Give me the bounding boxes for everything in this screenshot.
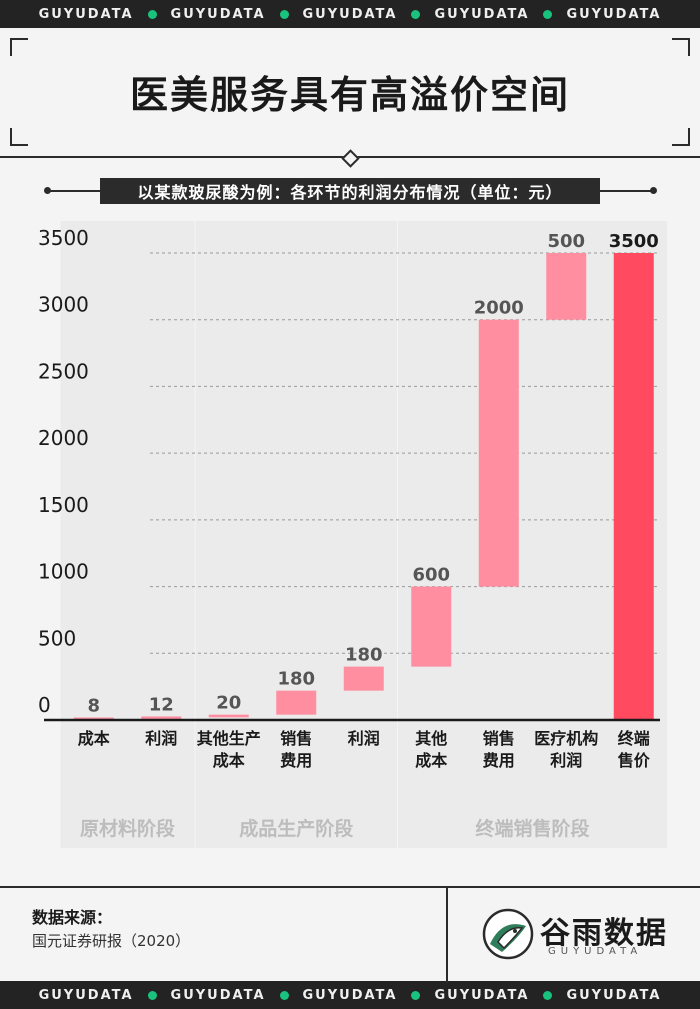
x-tick-label: 售价 [618,751,651,770]
corner-decoration [672,128,690,146]
x-tick-label: 销售 [280,729,312,748]
green-dot-icon [543,990,553,1000]
brand-strip-top: GUYUDATA GUYUDATA GUYUDATA GUYUDATA GUYUDATA [0,0,700,28]
waterfall-bar [141,716,182,719]
bar-value-label: 8 [87,696,100,717]
y-tick-label: 0 [38,693,51,717]
waterfall-bar [613,253,654,720]
brand-word: GUYUDATA [170,987,266,1003]
corner-decoration [10,128,28,146]
bar-value-label: 500 [547,231,585,252]
brand-word: GUYUDATA [170,6,266,22]
bar-value-label: 600 [412,565,450,586]
title-box: 医美服务具有高溢价空间 [0,28,700,158]
brand-word: GUYUDATA [566,987,662,1003]
bird-logo-icon [482,908,534,960]
divider-line [48,190,108,192]
bar-value-label: 20 [216,693,241,714]
y-tick-label: 2500 [38,359,89,383]
brand-word: GUYUDATA [302,6,398,22]
stage-label: 终端销售阶段 [475,817,590,840]
logo-name: 谷雨数据 [540,916,668,951]
x-tick-label: 成本 [213,751,245,770]
brand-word: GUYUDATA [302,987,398,1003]
infographic-card: 医美服务具有高溢价空间 以某款玻尿酸为例：各环节的利润分布情况（单位：元） 原材… [0,28,700,983]
waterfall-bar [208,714,249,718]
x-tick-label: 利润 [145,729,177,748]
brand-word: GUYUDATA [38,6,134,22]
waterfall-chart: 原材料阶段 成品生产阶段 终端销售阶段 0 500 1000 1500 2000 2500 300… [38,221,667,848]
x-tick-label: 销售 [483,729,515,748]
waterfall-bar [478,319,519,587]
y-tick-label: 3000 [38,293,89,317]
y-tick-label: 1000 [38,560,89,584]
logo-subtitle: GUYUDATA [548,946,643,957]
green-dot-icon [411,9,421,19]
stage-label: 成品生产阶段 [239,817,354,840]
waterfall-bar [546,253,587,320]
chart-subtitle: 以某款玻尿酸为例：各环节的利润分布情况（单位：元） [100,178,600,204]
brand-word: GUYUDATA [566,6,662,22]
green-dot-icon [411,990,421,1000]
x-tick-label: 费用 [483,751,515,770]
footer-divider [446,888,448,983]
green-dot-icon [147,9,157,19]
footer: 数据来源： 国元证券研报（2020） 谷雨数据 GUYUDATA [0,886,700,983]
y-tick-label: 3500 [38,226,89,250]
bar-value-label: 2000 [474,298,524,319]
divider-dot [650,187,657,194]
y-tick-label: 2000 [38,426,89,450]
green-dot-icon [279,9,289,19]
bar-value-label: 12 [149,694,174,715]
y-tick-label: 500 [38,626,76,650]
divider-dot [44,187,51,194]
source-label: 数据来源： [32,908,113,927]
x-tick-label: 终端 [618,729,650,748]
x-tick-label: 其他生产 [197,729,261,748]
waterfall-bar [343,666,384,691]
brand-logo: 谷雨数据 GUYUDATA [482,906,672,966]
source-text: 国元证券研报（2020） [32,932,191,950]
x-tick-label: 成本 [415,751,447,770]
page-title: 医美服务具有高溢价空间 [129,73,570,117]
green-dot-icon [543,9,553,19]
x-tick-label: 医疗机构 [534,729,598,748]
waterfall-bar [411,586,452,667]
stage-label: 原材料阶段 [80,817,176,840]
stage-panel [195,221,397,848]
green-dot-icon [279,990,289,1000]
brand-strip-bottom: GUYUDATA GUYUDATA GUYUDATA GUYUDATA GUYUDATA [0,981,700,1009]
bar-value-label: 180 [345,645,383,666]
green-dot-icon [147,990,157,1000]
x-tick-label: 其他 [415,729,447,748]
brand-word: GUYUDATA [38,987,134,1003]
x-tick-label: 费用 [280,751,312,770]
x-tick-label: 利润 [550,751,582,770]
stage-panel [60,221,195,848]
brand-word: GUYUDATA [434,6,530,22]
bar-value-label: 180 [277,669,315,690]
divider-line [592,190,652,192]
y-tick-label: 1500 [38,493,89,517]
bar-value-label: 3500 [609,231,659,252]
waterfall-bar [276,690,317,715]
brand-word: GUYUDATA [434,987,530,1003]
corner-decoration [10,38,28,56]
corner-decoration [672,38,690,56]
x-tick-label: 成本 [78,729,110,748]
x-tick-label: 利润 [348,729,380,748]
